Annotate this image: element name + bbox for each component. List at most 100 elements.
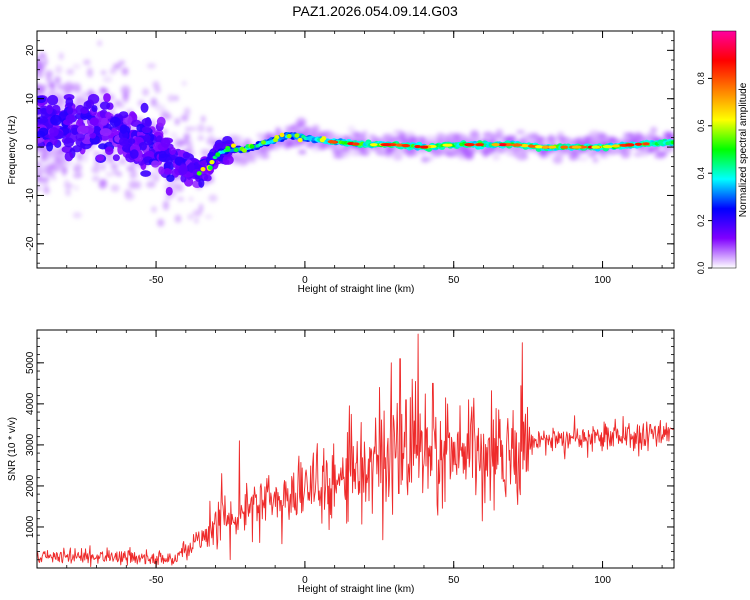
- spectrogram-peak-mark: [196, 171, 202, 176]
- spectrogram-noise-mark: [72, 63, 81, 70]
- spectrogram-noise-mark: [175, 183, 184, 193]
- spectrogram-blob-mark: [98, 143, 108, 150]
- spectrogram-noise-mark: [64, 179, 70, 186]
- snr-x-tick-label: 0: [302, 575, 308, 586]
- spectrogram-y-axis: 20 10 0 -10 -20: [25, 30, 674, 264]
- spectrogram-blob-mark: [75, 132, 85, 142]
- spectrogram-halo-mark: [603, 153, 610, 159]
- spectrogram-noise-mark: [57, 158, 65, 168]
- spectrogram-halo-mark: [470, 129, 479, 138]
- spectrogram-peak-mark: [527, 144, 535, 148]
- spectrogram-noise-mark: [52, 167, 60, 172]
- spectrogram-x-tick-label: 50: [448, 275, 460, 286]
- spectrogram-blob-mark: [169, 146, 177, 155]
- spectrogram-noise-mark: [43, 186, 50, 195]
- spectrogram-halo-mark: [642, 149, 649, 154]
- snr-y-axis: 1000 2000 3000 4000 5000: [25, 329, 674, 569]
- spectrogram-peak-mark: [272, 137, 278, 143]
- spectrogram-noise-mark: [194, 218, 199, 224]
- snr-x-label: Height of straight line (km): [298, 584, 415, 595]
- spectrogram-blob-mark: [47, 94, 59, 106]
- spectrogram-peak-mark: [209, 160, 215, 165]
- spectrogram-blob-mark: [64, 151, 74, 162]
- spectrogram-noise-mark: [91, 175, 100, 182]
- spectrogram-noise-mark: [197, 135, 204, 141]
- spectrogram-peak-mark: [286, 133, 292, 139]
- spectrogram-blob-mark: [188, 162, 195, 174]
- spectrogram-peak-mark: [560, 145, 569, 149]
- spectrogram-noise-mark: [66, 68, 75, 75]
- snr-y-label: SNR (10 * v/v): [7, 417, 18, 481]
- spectrogram-peak-mark: [535, 145, 544, 149]
- spectrogram-halo-mark: [555, 150, 564, 159]
- spectrogram-noise-mark: [183, 107, 191, 117]
- spectrogram-halo-mark: [296, 117, 307, 127]
- spectrogram-noise-mark: [102, 76, 113, 83]
- colorbar-tick: 0.6: [696, 120, 712, 132]
- spectrogram-noise-mark: [118, 60, 126, 65]
- spectrogram-noise-mark: [187, 142, 193, 152]
- spectrogram-peak-mark: [602, 145, 613, 149]
- spectrogram-noise-mark: [174, 95, 179, 101]
- figure-title: PAZ1.2026.054.09.14.G03: [292, 3, 458, 19]
- spectrogram-blob-mark: [95, 154, 105, 162]
- snr-plot-area: [37, 330, 674, 568]
- spectrogram-halo-mark: [665, 131, 672, 139]
- snr-x-axis: -50 0 50 100: [36, 330, 663, 586]
- spectrogram-noise-mark: [204, 214, 213, 219]
- spectrogram-noise-mark: [37, 63, 46, 72]
- snr-x-tick-label: 50: [448, 575, 460, 586]
- spectrogram-noise-mark: [109, 68, 117, 75]
- spectrogram-noise-mark: [114, 99, 122, 106]
- spectrogram-peak-mark: [200, 166, 206, 172]
- spectrogram-peak-mark: [642, 142, 650, 146]
- spectrogram-blob-mark: [50, 114, 62, 126]
- spectrogram-peak-mark: [249, 144, 255, 149]
- spectrogram-halo-mark: [592, 157, 599, 163]
- spectrogram-halo-mark: [341, 149, 351, 159]
- spectrogram-blob-mark: [38, 127, 49, 137]
- snr-y-tick-label: 3000: [25, 433, 36, 456]
- spectrogram-blob-mark: [83, 100, 92, 110]
- spectrogram-blob-mark: [46, 141, 54, 152]
- spectrogram-noise-mark: [181, 81, 187, 86]
- spectrogram-noise-mark: [157, 218, 165, 227]
- spectrogram-blob-mark: [71, 127, 79, 136]
- spectrogram-y-tick-label: -10: [25, 188, 36, 203]
- spectrogram-noise-mark: [45, 155, 53, 164]
- spectrogram-blob-mark: [156, 116, 166, 127]
- spectrogram-blob-mark: [160, 137, 171, 148]
- spectrogram-marks: [37, 40, 674, 227]
- spectrogram-noise-mark: [54, 76, 61, 85]
- spectrogram-halo-mark: [368, 134, 377, 140]
- spectrogram-noise-mark: [48, 81, 55, 89]
- colorbar-tick-label: 0.4: [696, 167, 706, 180]
- spectrogram-noise-mark: [129, 171, 138, 179]
- spectrogram-peak-mark: [414, 144, 421, 149]
- spectrogram-blob-mark: [129, 149, 139, 159]
- colorbar-tick-label: 0.8: [696, 72, 706, 85]
- spectrogram-noise-mark: [55, 65, 63, 74]
- spectrogram-blob-mark: [182, 151, 191, 159]
- spectrogram-noise-mark: [83, 59, 91, 66]
- spectrogram-peak-mark: [491, 143, 500, 147]
- spectrogram-noise-mark: [126, 165, 136, 172]
- spectrogram-peak-mark: [260, 140, 266, 145]
- spectrogram-peak-mark: [225, 147, 231, 152]
- spectrogram-x-label: Height of straight line (km): [298, 284, 415, 295]
- colorbar-gradient: [711, 30, 737, 269]
- spectrogram-halo-mark: [545, 137, 557, 144]
- spectrogram-blob-mark: [138, 142, 148, 151]
- spectrogram-halo-mark: [482, 131, 494, 139]
- spectrogram-halo-mark: [527, 133, 536, 138]
- spectrogram-blob-mark: [66, 106, 74, 115]
- spectrogram-noise-mark: [164, 193, 174, 201]
- spectrogram-noise-mark: [81, 152, 89, 163]
- spectrogram-noise-mark: [42, 166, 49, 175]
- spectrogram-noise-mark: [110, 163, 119, 170]
- spectrogram-halo-mark: [516, 129, 526, 135]
- spectrogram-peak-mark: [547, 145, 557, 149]
- spectrogram-blob-mark: [151, 160, 160, 168]
- spectrogram-halo-mark: [608, 138, 616, 144]
- spectrogram-noise-mark: [199, 203, 204, 213]
